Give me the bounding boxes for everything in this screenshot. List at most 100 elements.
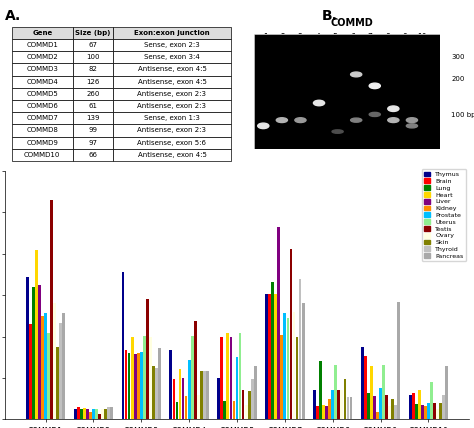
Bar bbox=[47, 333, 50, 419]
Bar bbox=[242, 390, 245, 419]
Bar bbox=[277, 227, 280, 419]
Bar bbox=[233, 401, 236, 419]
Bar bbox=[41, 316, 44, 419]
Bar bbox=[412, 393, 415, 419]
Bar bbox=[418, 389, 421, 419]
Ellipse shape bbox=[388, 118, 399, 122]
Bar bbox=[316, 406, 319, 419]
Bar bbox=[146, 299, 149, 419]
Bar bbox=[337, 390, 340, 419]
Ellipse shape bbox=[406, 124, 418, 128]
Bar bbox=[53, 303, 56, 419]
Bar bbox=[296, 337, 299, 419]
Bar bbox=[175, 402, 178, 419]
Text: 9: 9 bbox=[402, 33, 407, 42]
Bar bbox=[125, 350, 128, 419]
Bar bbox=[334, 365, 337, 419]
Bar bbox=[107, 407, 110, 419]
Bar bbox=[286, 318, 289, 419]
Bar bbox=[191, 336, 193, 419]
Bar bbox=[89, 412, 92, 419]
Bar bbox=[223, 401, 226, 419]
Bar bbox=[392, 399, 394, 419]
Bar bbox=[430, 382, 433, 419]
Bar bbox=[101, 409, 104, 419]
Bar bbox=[299, 279, 301, 419]
Bar bbox=[203, 372, 206, 419]
Bar bbox=[265, 294, 268, 419]
Bar bbox=[131, 337, 134, 419]
Bar bbox=[59, 323, 62, 419]
Bar bbox=[194, 321, 197, 419]
Bar bbox=[415, 404, 418, 419]
Ellipse shape bbox=[369, 83, 380, 89]
Text: B.: B. bbox=[322, 9, 338, 23]
Bar bbox=[206, 371, 209, 419]
Bar bbox=[290, 249, 292, 419]
Bar bbox=[319, 362, 322, 419]
Bar bbox=[182, 378, 184, 419]
Bar bbox=[110, 407, 113, 419]
Bar bbox=[361, 348, 364, 419]
Bar bbox=[433, 403, 436, 419]
Bar bbox=[446, 366, 448, 419]
Bar bbox=[394, 404, 397, 419]
Bar bbox=[56, 347, 59, 419]
Bar bbox=[63, 312, 65, 419]
Text: COMMD: COMMD bbox=[330, 18, 373, 28]
Bar bbox=[92, 409, 95, 419]
Bar bbox=[322, 404, 325, 419]
Bar bbox=[376, 412, 379, 419]
Bar bbox=[346, 397, 349, 419]
Text: 10: 10 bbox=[418, 33, 427, 42]
Bar bbox=[227, 333, 229, 419]
Text: 1: 1 bbox=[263, 33, 268, 42]
Bar bbox=[340, 389, 343, 419]
Bar bbox=[143, 336, 146, 419]
Ellipse shape bbox=[295, 118, 306, 122]
Bar bbox=[197, 395, 200, 419]
Bar bbox=[155, 368, 158, 419]
Bar bbox=[218, 378, 220, 419]
Bar bbox=[236, 357, 238, 419]
Bar bbox=[229, 336, 232, 419]
Bar bbox=[254, 366, 256, 419]
Bar bbox=[158, 348, 161, 419]
Bar bbox=[248, 391, 251, 419]
Ellipse shape bbox=[258, 123, 269, 128]
Bar bbox=[302, 303, 304, 419]
Ellipse shape bbox=[351, 118, 362, 122]
Bar bbox=[50, 200, 53, 419]
Bar bbox=[95, 409, 98, 419]
Bar bbox=[185, 396, 188, 419]
Text: 100 bp: 100 bp bbox=[451, 112, 474, 118]
Bar bbox=[83, 408, 86, 419]
Bar bbox=[274, 294, 277, 419]
Text: 300: 300 bbox=[451, 54, 465, 60]
Bar bbox=[283, 312, 286, 419]
Bar bbox=[238, 333, 241, 419]
Bar bbox=[379, 388, 382, 419]
Bar bbox=[128, 353, 130, 419]
Bar bbox=[424, 406, 427, 419]
Legend: Thymus, Brain, Lung, Heart, Liver, Kidney, Prostate, Uterus, Testis, Ovary, Skin: Thymus, Brain, Lung, Heart, Liver, Kidne… bbox=[422, 169, 466, 262]
Bar bbox=[98, 413, 101, 419]
Bar bbox=[292, 312, 295, 419]
Bar bbox=[281, 335, 283, 419]
Bar bbox=[35, 250, 38, 419]
Bar bbox=[80, 409, 82, 419]
Bar bbox=[331, 390, 334, 419]
Bar bbox=[220, 337, 223, 419]
Text: 2: 2 bbox=[281, 33, 285, 42]
Ellipse shape bbox=[276, 118, 287, 122]
Bar bbox=[328, 399, 331, 419]
Bar bbox=[170, 350, 172, 419]
Bar bbox=[421, 404, 424, 419]
Bar bbox=[427, 403, 430, 419]
Bar bbox=[104, 410, 107, 419]
Text: 8: 8 bbox=[385, 33, 390, 42]
Bar bbox=[268, 294, 271, 419]
Bar bbox=[370, 366, 373, 419]
Bar bbox=[350, 397, 352, 419]
Text: 200: 200 bbox=[451, 76, 465, 82]
